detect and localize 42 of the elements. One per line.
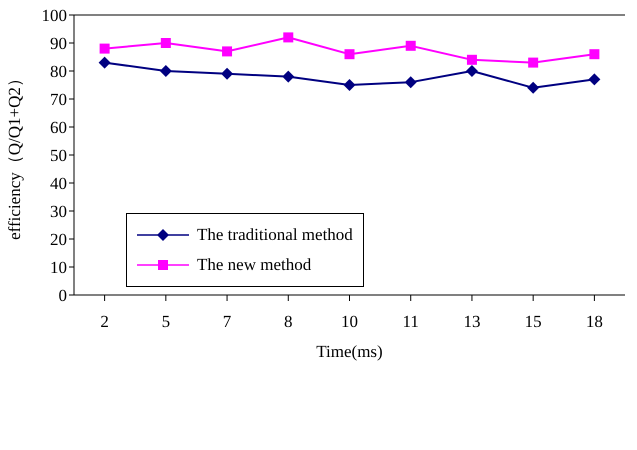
- x-tick-label: 11: [402, 312, 419, 332]
- point: [528, 58, 538, 68]
- point: [344, 49, 354, 60]
- point: [98, 56, 111, 69]
- y-tick-label: 80: [50, 62, 67, 82]
- y-tick-label: 20: [50, 230, 67, 250]
- x-tick-label: 15: [524, 312, 542, 332]
- y-tick-label: 0: [58, 286, 67, 306]
- x-tick-label: 13: [463, 312, 480, 332]
- point: [283, 32, 294, 42]
- point: [527, 82, 540, 94]
- legend-label: The new method: [197, 255, 312, 275]
- point: [466, 65, 478, 77]
- y-tick-label: 60: [50, 118, 67, 138]
- point: [160, 38, 171, 48]
- x-tick-label: 8: [284, 312, 293, 332]
- y-tick-label: 30: [50, 202, 67, 222]
- y-tick-label: 50: [50, 146, 67, 166]
- x-axis-title: Time(ms): [316, 342, 383, 361]
- y-axis-title: efficiency（Q/Q1+Q2）: [5, 70, 24, 240]
- point: [589, 49, 600, 60]
- y-tick-label: 100: [42, 6, 67, 26]
- point: [404, 76, 417, 88]
- point: [466, 54, 477, 65]
- x-tick-label: 7: [222, 312, 232, 332]
- y-tick-label: 40: [50, 174, 67, 194]
- point: [282, 70, 294, 83]
- x-tick-label: 10: [341, 312, 358, 332]
- x-tick-label: 5: [162, 312, 170, 332]
- point: [222, 46, 232, 56]
- y-tick-label: 70: [50, 90, 67, 110]
- point: [160, 65, 172, 77]
- x-tick-label: 18: [586, 312, 603, 332]
- point: [221, 68, 234, 80]
- x-tick-label: 2: [100, 312, 109, 332]
- y-tick-label: 10: [50, 258, 67, 278]
- point: [406, 40, 416, 51]
- legend-label: The traditional method: [197, 225, 353, 245]
- y-tick-label: 90: [50, 34, 67, 54]
- point: [100, 44, 110, 54]
- point: [588, 73, 600, 86]
- point: [344, 79, 356, 91]
